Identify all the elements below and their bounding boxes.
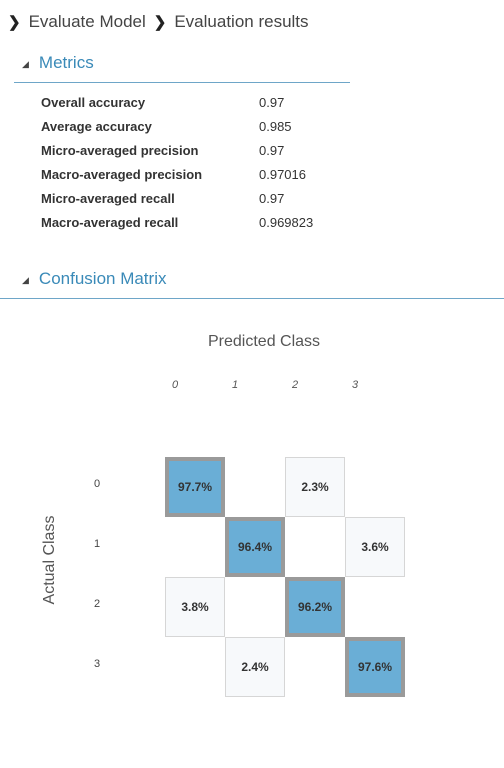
metric-name: Macro-averaged precision <box>41 167 203 182</box>
confusion-title: Confusion Matrix <box>38 269 167 288</box>
col-label: 2 <box>292 379 299 391</box>
row-label: 2 <box>94 598 101 610</box>
y-axis-title: Actual Class <box>41 515 58 605</box>
metric-name: Average accuracy <box>41 119 152 134</box>
breadcrumb-evaluate-model[interactable]: Evaluate Model <box>28 12 146 31</box>
collapse-triangle-icon: ◢ <box>22 274 29 285</box>
chevron-right-icon: ❯ <box>153 14 167 31</box>
metric-name: Macro-averaged recall <box>41 215 179 230</box>
row-label: 3 <box>94 658 101 670</box>
matrix-cell: 97.6% <box>345 637 405 697</box>
metric-value: 0.97 <box>259 191 285 206</box>
breadcrumb-current: Evaluation results <box>174 12 309 31</box>
matrix-cell: 2.3% <box>285 457 345 517</box>
matrix-cell: 96.4% <box>225 517 285 577</box>
metric-value: 0.985 <box>259 119 292 134</box>
matrix-cell: 97.7% <box>165 457 225 517</box>
col-label: 1 <box>232 379 239 391</box>
matrix-cell: 2.4% <box>225 637 285 697</box>
metric-value: 0.969823 <box>259 215 314 230</box>
matrix-cell: 96.2% <box>285 577 345 637</box>
metric-value: 0.97 <box>259 95 285 110</box>
metric-row: Macro-averaged precision 0.97016 <box>41 167 361 191</box>
metric-row: Macro-averaged recall 0.969823 <box>41 215 361 239</box>
metrics-title: Metrics <box>38 53 94 72</box>
matrix-cell: 3.8% <box>165 577 225 637</box>
metrics-section-toggle[interactable]: ◢ Metrics <box>22 53 94 73</box>
metric-row: Micro-averaged recall 0.97 <box>41 191 361 215</box>
metric-row: Average accuracy 0.985 <box>41 119 361 143</box>
metric-value: 0.97016 <box>259 167 306 182</box>
metric-row: Overall accuracy 0.97 <box>41 95 361 119</box>
row-label: 1 <box>94 538 101 550</box>
confusion-divider <box>0 298 504 299</box>
metric-name: Micro-averaged recall <box>41 191 175 206</box>
metric-row: Micro-averaged precision 0.97 <box>41 143 361 167</box>
metric-name: Micro-averaged precision <box>41 143 199 158</box>
matrix-cell: 3.6% <box>345 517 405 577</box>
chevron-right-icon: ❯ <box>8 14 21 31</box>
row-label: 0 <box>94 478 101 490</box>
metric-name: Overall accuracy <box>41 95 146 110</box>
col-label: 0 <box>172 379 179 391</box>
breadcrumb: ❯ Evaluate Model ❯ Evaluation results <box>8 12 309 32</box>
col-label: 3 <box>352 379 359 391</box>
confusion-section-toggle[interactable]: ◢ Confusion Matrix <box>22 269 166 289</box>
metric-value: 0.97 <box>259 143 285 158</box>
metrics-divider <box>14 82 350 83</box>
collapse-triangle-icon: ◢ <box>22 58 29 69</box>
x-axis-title: Predicted Class <box>208 333 321 350</box>
